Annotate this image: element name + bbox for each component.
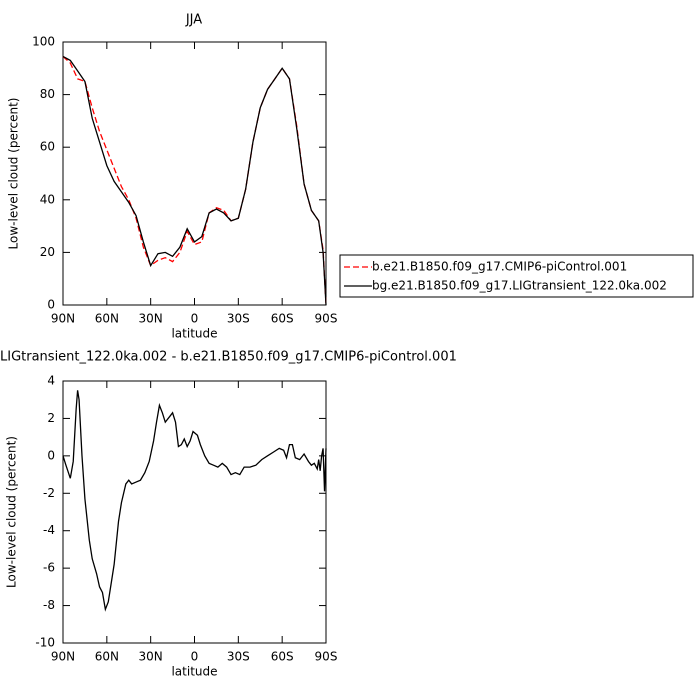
y-tick-label: -6 — [43, 561, 55, 575]
x-tick-label: 30S — [227, 312, 250, 326]
x-tick-label: 90N — [51, 312, 75, 326]
legend-label: bg.e21.B1850.f09_g17.LIGtransient_122.0k… — [372, 279, 667, 293]
x-tick-label: 30S — [227, 650, 250, 664]
data-line — [62, 55, 327, 306]
data-line — [62, 55, 327, 306]
x-tick-label: 0 — [191, 312, 199, 326]
x-tick-label: 90S — [315, 650, 338, 664]
x-axis-label: latitude — [171, 665, 217, 679]
plot-frame — [62, 380, 327, 644]
y-tick-label: 60 — [40, 140, 55, 154]
y-tick-label: -4 — [43, 523, 55, 537]
y-tick-label: 0 — [47, 298, 55, 312]
x-tick-label: 30N — [139, 650, 163, 664]
chart-title: JJA — [185, 13, 202, 28]
legend-label: b.e21.B1850.f09_g17.CMIP6-piControl.001 — [372, 260, 627, 274]
y-tick-label: -8 — [43, 598, 55, 612]
legend-box — [339, 254, 694, 298]
data-line — [62, 390, 327, 612]
y-tick-label: -2 — [43, 486, 55, 500]
x-tick-label: 90N — [51, 650, 75, 664]
x-tick-label: 90S — [315, 312, 338, 326]
y-tick-label: 80 — [40, 87, 55, 101]
x-tick-label: 60S — [271, 650, 294, 664]
x-tick-label: 0 — [191, 650, 199, 664]
y-axis-label: Low-level cloud (percent) — [5, 436, 19, 588]
x-tick-label: 60N — [95, 650, 119, 664]
x-tick-label: 30N — [139, 312, 163, 326]
y-tick-label: 0 — [47, 448, 55, 462]
x-axis-label: latitude — [171, 327, 217, 341]
y-tick-label: 40 — [40, 192, 55, 206]
y-tick-label: 2 — [47, 411, 55, 425]
x-tick-label: 60N — [95, 312, 119, 326]
y-axis-label: Low-level cloud (percent) — [7, 98, 21, 250]
y-tick-label: 4 — [47, 374, 55, 388]
chart-title: LIGtransient_122.0ka.002 - b.e21.B1850.f… — [0, 350, 457, 365]
y-tick-label: 20 — [40, 245, 55, 259]
y-tick-label: 100 — [32, 35, 55, 49]
x-tick-label: 60S — [271, 312, 294, 326]
plot-frame — [62, 41, 327, 306]
y-tick-label: -10 — [35, 636, 55, 650]
